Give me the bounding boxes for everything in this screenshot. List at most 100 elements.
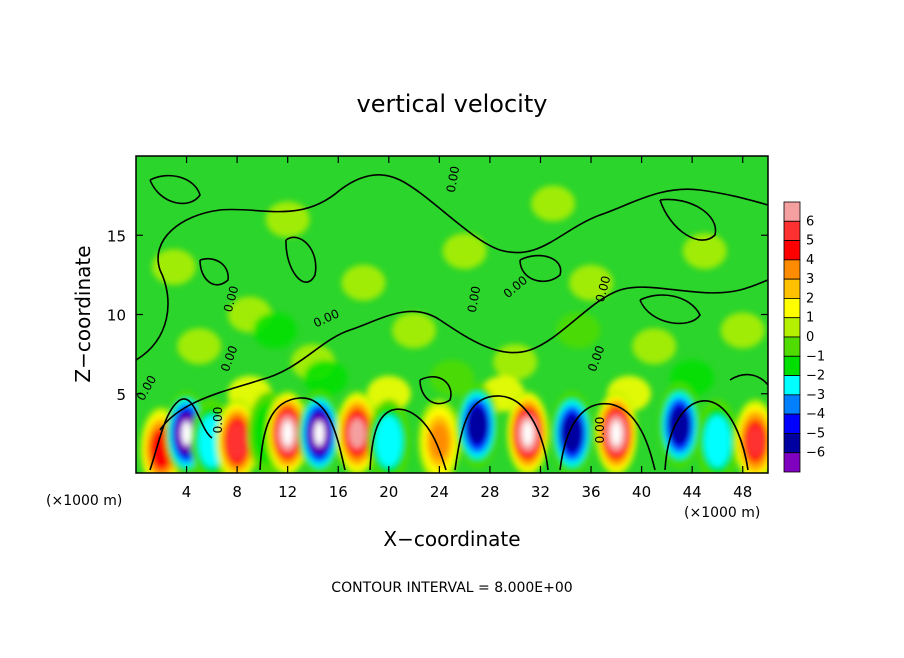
downdraft-cell-ring <box>671 410 688 441</box>
zero-contour-line <box>259 397 346 471</box>
zero-contour-line <box>559 402 656 471</box>
colorbar-swatch <box>783 220 801 241</box>
zero-contour-line <box>199 258 229 286</box>
field-patch <box>682 233 727 270</box>
zero-contour-line <box>369 408 447 471</box>
x-tick-label: 16 <box>329 483 348 501</box>
x-axis-label: X−coordinate <box>383 527 520 551</box>
colorbar-swatch <box>783 317 801 338</box>
field-patch <box>556 312 601 349</box>
x-tick-label: 40 <box>632 483 651 501</box>
downdraft-cell-ring <box>707 423 728 460</box>
cell-core <box>522 421 533 446</box>
cell-core <box>181 421 192 446</box>
y-tick-label: 5 <box>116 386 126 404</box>
colorbar-label: 4 <box>806 253 814 268</box>
x-unit-left: (×1000 m) <box>46 493 122 509</box>
x-tick-label: 28 <box>480 483 499 501</box>
y-tick-label: 15 <box>107 227 126 245</box>
colorbar-label: −4 <box>806 407 825 422</box>
contour-label: 0.00 <box>465 285 483 314</box>
colorbar-swatch <box>783 336 801 357</box>
field-patch <box>442 233 487 270</box>
x-tick-label: 20 <box>379 483 398 501</box>
contour-label: 0.00 <box>593 417 607 444</box>
colorbar-swatch <box>783 452 801 473</box>
zero-contour-line <box>419 375 452 405</box>
updraft-cell-ring <box>429 423 450 460</box>
zero-contour-line <box>729 373 768 386</box>
y-axis-label: Z−coordinate <box>71 245 95 382</box>
x-tick-label: 48 <box>733 483 752 501</box>
zero-contour-line <box>159 310 531 431</box>
colorbar-swatch <box>783 433 801 454</box>
updraft-cell-ring <box>228 426 246 456</box>
field-patch <box>430 359 474 396</box>
colorbar-label: −6 <box>806 446 825 461</box>
colorbar-label: −2 <box>806 369 825 384</box>
field-patch <box>253 312 298 349</box>
field-patch <box>493 344 538 381</box>
y-tick-label: 10 <box>107 307 126 325</box>
zero-contour-line <box>639 294 701 325</box>
cell-core <box>611 421 622 446</box>
zero-contour-line <box>454 395 549 471</box>
downdraft-cell-ring <box>469 410 486 441</box>
field-patch <box>632 328 677 365</box>
colorbar-swatch <box>783 375 801 396</box>
field-patch <box>569 264 614 301</box>
zero-contour-line <box>399 179 768 254</box>
colorbar-swatch <box>783 413 801 434</box>
field-patch <box>531 185 576 222</box>
updraft-cell-ring <box>746 425 764 457</box>
x-tick-label: 12 <box>278 483 297 501</box>
colorbar-label: 5 <box>806 234 814 249</box>
field-patch <box>720 312 765 349</box>
x-unit-right: (×1000 m) <box>684 505 760 521</box>
contour-label: 0.00 <box>221 284 241 313</box>
chart-title: vertical velocity <box>357 90 548 118</box>
field-patch <box>366 375 411 412</box>
colorbar-swatch <box>783 240 801 261</box>
downdraft-cell-ring <box>379 423 399 460</box>
x-axis: 4 8 12 16 20 24 28 32 36 40 44 48 <box>182 156 752 501</box>
cell-core <box>282 421 293 446</box>
x-tick-label: 44 <box>683 483 702 501</box>
downdraft-cell-ring <box>563 418 581 448</box>
colorbar-label: 6 <box>806 214 814 229</box>
colorbar-swatch <box>783 298 801 319</box>
colorbar-swatch <box>783 355 801 376</box>
x-tick-label: 36 <box>581 483 600 501</box>
field-patch <box>341 264 386 301</box>
contour-interval-text: CONTOUR INTERVAL = 8.000E+00 <box>331 580 572 596</box>
velocity-field <box>140 185 768 473</box>
zero-contour-line <box>149 398 213 471</box>
zero-contour-line <box>149 174 201 205</box>
contour-label: 0.00 <box>593 274 613 303</box>
zero-contour-line <box>519 254 562 283</box>
zero-contour-line <box>659 198 717 241</box>
colorbar-swatch <box>783 201 801 222</box>
x-tick-label: 32 <box>531 483 550 501</box>
cell-core <box>314 421 325 446</box>
colorbar: 6 5 4 3 2 1 0 −1 −2 −3 −4 −5 −6 <box>783 201 825 473</box>
x-tick-label: 24 <box>430 483 449 501</box>
colorbar-label: 1 <box>806 311 814 326</box>
zero-contour-line <box>285 236 317 283</box>
colorbar-label: 3 <box>806 272 814 287</box>
colorbar-swatch <box>783 259 801 280</box>
zero-contour-line <box>664 400 749 471</box>
colorbar-swatch <box>783 394 801 415</box>
x-tick-label: 8 <box>232 483 242 501</box>
colorbar-label: −1 <box>806 349 825 364</box>
x-tick-label: 4 <box>182 483 192 501</box>
field-patch <box>265 201 310 238</box>
contour-label: 0.00 <box>444 165 462 194</box>
colorbar-label: −5 <box>806 426 825 441</box>
colorbar-label: 2 <box>806 291 814 306</box>
y-axis: 5 10 15 <box>107 227 768 404</box>
field-patch <box>392 312 437 349</box>
field-patch <box>303 359 348 396</box>
colorbar-swatch <box>783 278 801 299</box>
